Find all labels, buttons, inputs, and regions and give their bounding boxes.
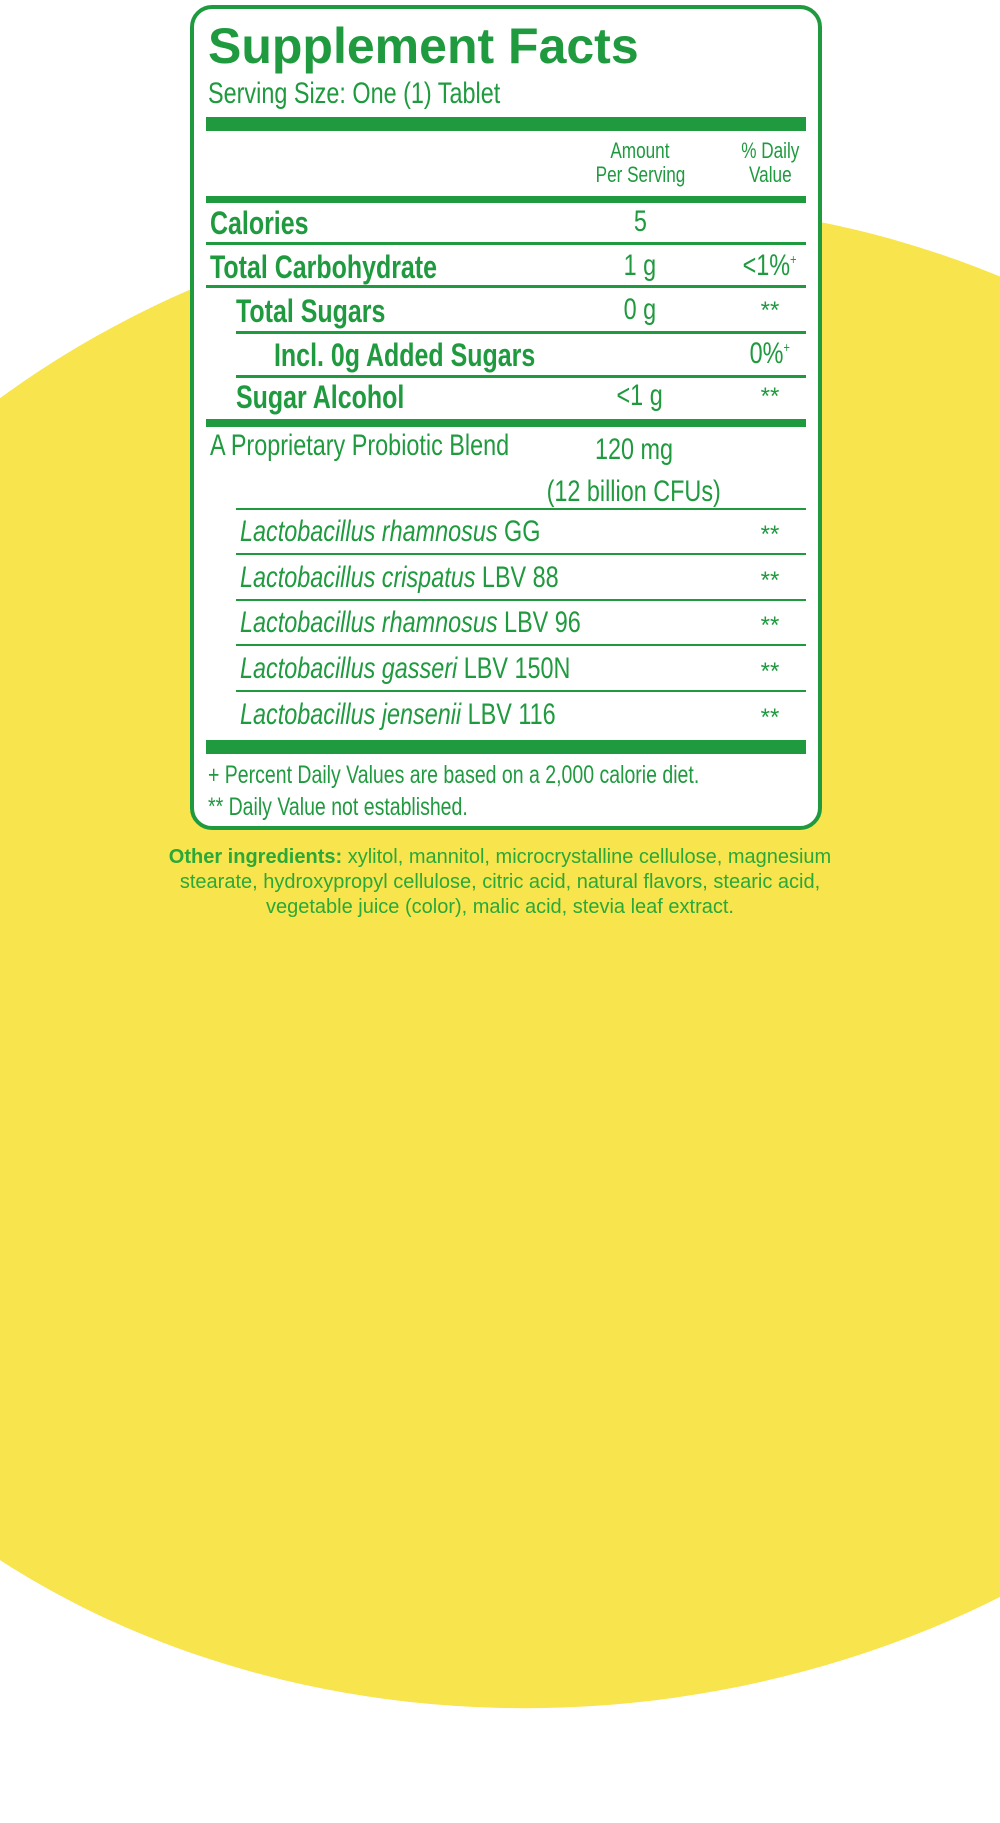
row-amount: <1 g (616, 379, 664, 412)
strain-row: Lactobacillus gasseri LBV 150N (240, 652, 571, 685)
divider-thick (206, 117, 806, 131)
strain-row: Lactobacillus rhamnosus LBV 96 (240, 606, 581, 639)
row-divider (236, 553, 806, 555)
row-divider (236, 331, 806, 334)
strain-dv: ** (760, 567, 780, 594)
serving-size: Serving Size: One (1) Tablet (208, 77, 501, 110)
row-dv: ** (760, 383, 780, 410)
row-amount: 1 g (623, 249, 657, 282)
row-name: Calories (210, 205, 309, 241)
row-amount: 0 g (623, 293, 657, 326)
blend-name: A Proprietary Probiotic Blend (210, 429, 510, 462)
other-ingredients: Other ingredients: xylitol, mannitol, mi… (168, 846, 832, 918)
strain-dv: ** (760, 612, 780, 639)
row-divider (206, 285, 806, 288)
amount-header: Amount Per Serving (595, 138, 685, 187)
row-name: Total Carbohydrate (210, 249, 437, 285)
row-dv: 0%+ (749, 337, 791, 370)
row-name: Sugar Alcohol (236, 379, 405, 415)
row-divider (236, 690, 806, 692)
row-divider (236, 644, 806, 646)
row-dv: <1%+ (743, 249, 797, 282)
row-name: Total Sugars (236, 293, 386, 329)
strain-row: Lactobacillus rhamnosus GG (240, 515, 541, 548)
divider-thick (206, 740, 806, 754)
row-divider (236, 599, 806, 601)
divider-thick (206, 419, 806, 427)
strain-dv: ** (760, 521, 780, 548)
panel-title: Supplement Facts (208, 18, 639, 74)
strain-dv: ** (760, 704, 780, 731)
footnote: ** Daily Value not established. (208, 793, 468, 821)
row-divider (236, 508, 806, 510)
divider (206, 196, 806, 203)
blend-amount: 120 mg (12 billion CFUs) (546, 433, 722, 508)
supplement-facts-panel: Supplement Facts Serving Size: One (1) T… (190, 5, 822, 830)
row-dv: ** (760, 297, 780, 324)
row-divider (236, 375, 806, 378)
strain-row: Lactobacillus jensenii LBV 116 (240, 698, 556, 731)
strain-row: Lactobacillus crispatus LBV 88 (240, 561, 559, 594)
row-name: Incl. 0g Added Sugars (274, 337, 536, 373)
dv-header: % Daily Value (740, 138, 800, 187)
strain-dv: ** (760, 658, 780, 685)
row-amount: 5 (633, 205, 647, 238)
footnote: + Percent Daily Values are based on a 2,… (208, 761, 700, 789)
row-divider (206, 242, 806, 245)
